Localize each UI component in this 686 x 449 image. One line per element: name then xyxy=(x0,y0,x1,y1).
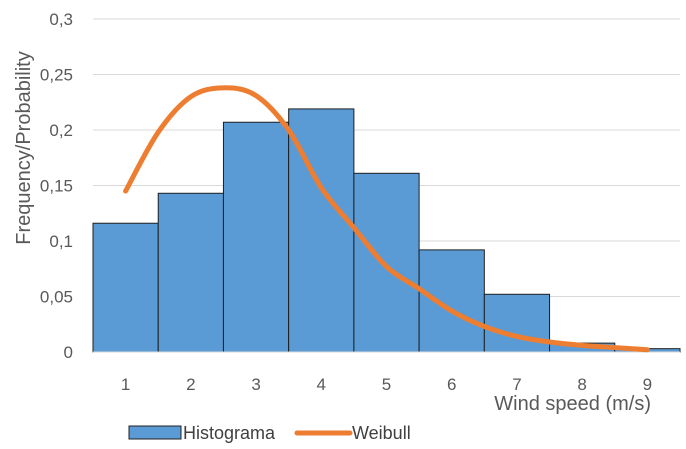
y-tick-label: 0,25 xyxy=(40,66,73,85)
histogram-bar xyxy=(418,249,485,353)
histogram-bar xyxy=(92,222,159,353)
x-tick-label: 8 xyxy=(577,375,586,394)
x-axis-title: Wind speed (m/s) xyxy=(494,393,651,415)
weibull-line xyxy=(123,85,650,353)
legend-swatch-histograma xyxy=(128,425,182,440)
x-tick-label: 3 xyxy=(251,375,260,394)
y-tick-label: 0,05 xyxy=(40,288,73,307)
y-tick-label: 0 xyxy=(64,343,73,362)
x-tick-label: 1 xyxy=(121,375,130,394)
y-tick-label: 0,3 xyxy=(49,10,73,29)
x-tick-labels: 1 2 3 4 5 6 7 8 9 xyxy=(121,375,652,394)
histogram-bar xyxy=(483,293,551,353)
histogram-bars xyxy=(92,108,681,353)
histogram-bar xyxy=(222,121,290,353)
x-tick-label: 2 xyxy=(186,375,195,394)
legend-label-histograma: Histograma xyxy=(183,423,276,443)
histogram-bar xyxy=(353,172,420,353)
y-tick-label: 0,2 xyxy=(49,121,73,140)
histogram-bar xyxy=(157,192,224,353)
x-tick-label: 9 xyxy=(643,375,652,394)
y-tick-label: 0,1 xyxy=(49,232,73,251)
y-tick-label: 0,15 xyxy=(40,177,73,196)
y-axis-title: Frequency/Probability xyxy=(13,51,35,244)
x-tick-label: 5 xyxy=(382,375,391,394)
legend-label-weibull: Weibull xyxy=(352,423,411,443)
y-tick-labels: 0 0,05 0,1 0,15 0,2 0,25 0,3 xyxy=(40,10,73,362)
x-tick-label: 7 xyxy=(512,375,521,394)
legend: Histograma Weibull xyxy=(128,423,411,443)
x-tick-label: 6 xyxy=(447,375,456,394)
x-tick-label: 4 xyxy=(317,375,326,394)
